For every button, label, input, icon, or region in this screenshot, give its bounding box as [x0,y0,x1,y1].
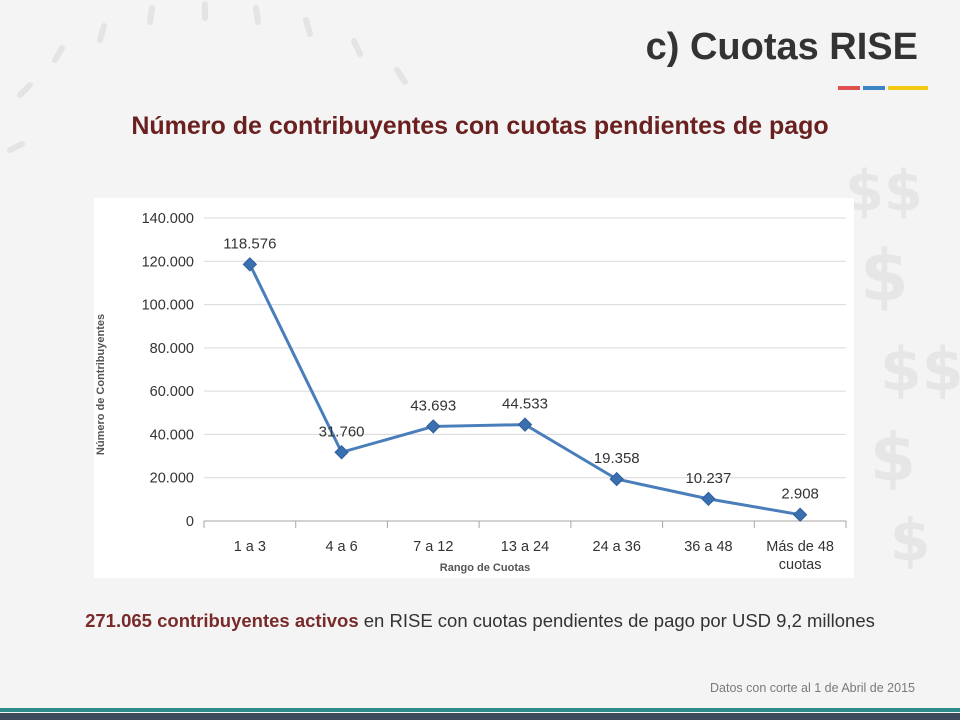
data-point-marker [701,491,716,507]
y-tick-label: 40.000 [150,427,194,443]
data-label: 44.533 [502,396,548,413]
x-tick-label: 24 a 36 [593,539,641,555]
data-point-marker [609,471,624,487]
data-label: 10.237 [685,470,731,487]
svg-text:$: $ [860,235,909,317]
title-accent-bars [838,86,928,90]
data-label: 118.576 [223,235,276,252]
y-tick-label: 0 [186,514,194,530]
accent-bar-red [838,86,860,90]
data-point-marker [792,507,808,522]
chart-area: 0 20.000 40.000 60.000 80.000 100.000 120.000 1… [94,198,854,578]
svg-text:$$: $$ [880,335,960,405]
summary-highlight: 271.065 contribuyentes activos [85,610,359,631]
y-tick-label: 120.000 [142,254,194,270]
svg-text:$: $ [890,506,930,574]
x-tick-label: 7 a 12 [413,539,453,555]
data-cutoff-footnote: Datos con corte al 1 de Abril de 2015 [710,681,915,695]
y-tick-label: 80.000 [150,341,194,357]
slide-title: c) Cuotas RISE [645,26,918,68]
data-label: 31.760 [319,423,365,440]
data-point-marker [242,257,258,272]
chart-title: Número de contribuyentes con cuotas pend… [131,112,829,140]
y-tick-label: 60.000 [150,384,194,400]
y-tick-label: 140.000 [142,211,194,227]
svg-text:$$: $$ [845,159,923,224]
x-axis-title: Rango de Cuotas [440,562,530,574]
y-tick-label: 100.000 [142,298,194,314]
svg-text:$: $ [870,419,916,496]
line-chart: 0 20.000 40.000 60.000 80.000 100.000 120.000 1… [95,211,847,574]
bottom-decor-bar [0,708,960,720]
y-tick-label: 20.000 [150,471,194,487]
x-tick-label: 1 a 3 [234,539,266,555]
data-point-marker [334,445,349,460]
summary-rest: en RISE con cuotas pendientes de pago po… [358,610,875,631]
data-label: 19.358 [594,450,640,467]
x-tick-label: 13 a 24 [501,539,549,555]
x-tick-label: 4 a 6 [325,539,357,555]
accent-bar-yellow [888,86,928,90]
y-axis-title: Número de Contribuyentes [95,314,107,455]
summary-text: 271.065 contribuyentes activos en RISE c… [0,610,960,632]
data-label: 2.908 [781,486,819,503]
data-label: 43.693 [410,397,456,414]
data-point-marker [426,419,441,434]
data-point-marker [517,417,533,432]
x-tick-label: 36 a 48 [684,539,732,555]
accent-bar-blue [863,86,885,90]
x-tick-label: Más de 48 cuotas [766,539,834,573]
